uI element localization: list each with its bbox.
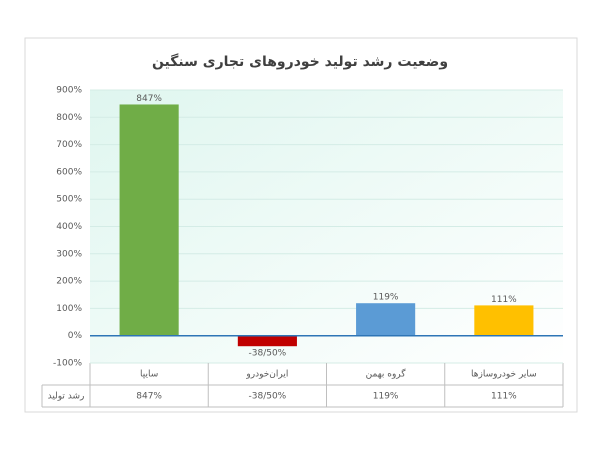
bar [237, 335, 297, 347]
x-tick-label: ایران‌خودرو [245, 370, 288, 380]
y-tick-label: 200% [56, 277, 82, 287]
value-label: 119% [373, 293, 399, 303]
y-tick-label: -100% [53, 359, 82, 369]
x-tick-label: سایپا [140, 370, 158, 380]
y-tick-label: 100% [56, 304, 82, 314]
bar [119, 104, 179, 336]
series-name: رشد تولید [48, 392, 85, 402]
x-tick-label: سایر خودروسازها [471, 370, 537, 380]
y-tick-label: 800% [56, 113, 82, 123]
value-label: 847% [136, 94, 162, 104]
value-label: -38/50% [249, 349, 287, 359]
y-tick-label: 300% [56, 249, 82, 259]
y-tick-label: 700% [56, 140, 82, 150]
x-tick-label: گروه بهمن [366, 368, 407, 380]
y-tick-label: 500% [56, 195, 82, 205]
table-value: 119% [373, 392, 399, 402]
bar [356, 303, 416, 336]
y-tick-label: 0% [68, 331, 83, 341]
bar [474, 305, 534, 336]
value-label: 111% [491, 295, 517, 305]
y-tick-label: 600% [56, 167, 82, 177]
table-value: -38/50% [249, 392, 287, 402]
table-value: 847% [136, 392, 162, 402]
y-tick-label: 900% [56, 86, 82, 96]
chart-title: وضعیت رشد تولید خودروهای تجاری سنگین [152, 53, 448, 70]
y-tick-label: 400% [56, 222, 82, 232]
table-value: 111% [491, 392, 517, 402]
